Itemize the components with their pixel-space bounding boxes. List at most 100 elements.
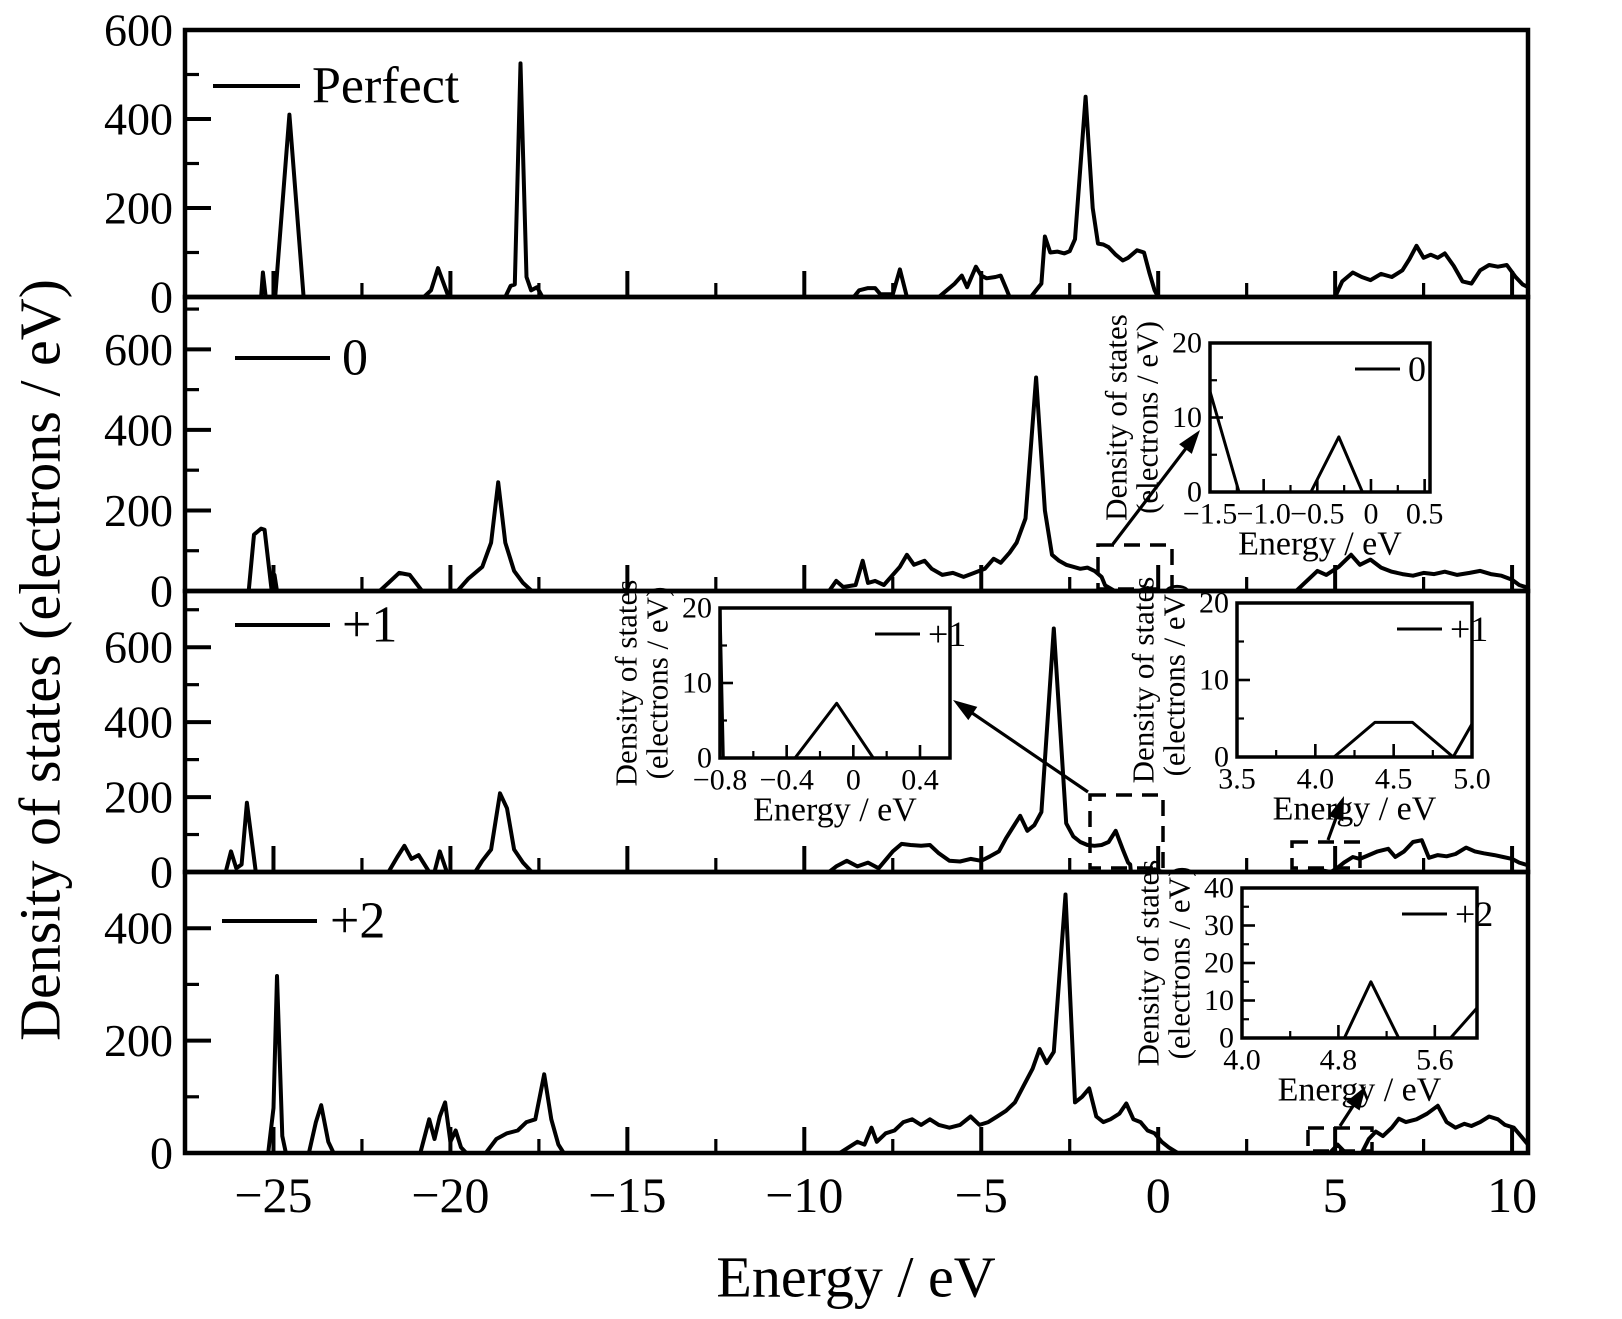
inset-x-tick-label: 4.8 [1320,1044,1358,1077]
inset-x-tick-label: 5.6 [1416,1044,1454,1077]
inset-frame [1208,341,1432,494]
legend-label: +2 [330,893,385,950]
inset-x-tick-label: −0.8 [693,764,747,797]
zoom-box-0 [1096,543,1174,591]
x-tick-label: −10 [765,1167,843,1223]
arrow-line [1111,440,1193,545]
inset-x-tick-label: 4.0 [1223,1044,1261,1077]
inset-x-tick-label: 0.4 [901,764,939,797]
inset-bg [1242,888,1477,1038]
inset-y-tick-label: 10 [682,667,712,700]
legend-label: 0 [342,330,368,387]
inset-x-tick-label: 4.0 [1297,763,1335,796]
arrow-p1-left [953,700,1089,794]
arrow-p1-right [1326,796,1344,841]
inset-x-tick-label: 0 [846,764,861,797]
y-tick-label: 600 [104,5,173,56]
y-tick-label: 200 [104,485,173,536]
y-tick-label: 400 [104,94,173,145]
inset-y-tick-label: 10 [1204,984,1234,1017]
y-tick-label: 200 [104,183,173,234]
y-tick-label: 0 [150,1128,173,1179]
dos-curve-q2 [185,892,1528,1153]
dos-curve-perfect [185,61,1528,297]
inset-bg [1210,343,1430,492]
arrow-0 [1111,430,1200,545]
inset-p1-right: 3.5 4.0 4.5 5.0 0 10 20 +1 Energy / eV Density of… [1126,577,1491,828]
inset-y-tick-label: 20 [682,592,712,625]
arrow-head [953,700,978,721]
zoom-box-p1-right [1290,840,1362,870]
inset-curve [720,608,950,758]
inset-y-axis-label: (electrons / eV) [640,587,675,780]
inset-y-axis-label: (electrons / eV) [1162,867,1197,1060]
inset-x-tick-label: 4.5 [1375,763,1413,796]
inset-y-axis-label: Density of states [1131,860,1166,1067]
arrow-head [1179,430,1200,454]
inset-y-tick-label: 0 [1214,741,1229,774]
panel-perfect: 0 200 400 600 Perfect [104,5,1531,323]
inset-curve [1237,720,1472,757]
dos-curve-q1 [185,626,1528,872]
y-tick-label: 0 [150,272,173,323]
y-tick-label: 0 [150,847,173,898]
y-tick-label: 400 [104,903,173,954]
arrow-head [1346,1086,1366,1111]
inset-y-tick-label: 0 [1219,1022,1234,1055]
legend-label: +1 [342,597,397,654]
inset-y-axis-label: Density of states [609,580,644,787]
inset-y-tick-label: 30 [1204,909,1234,942]
y-tick-label: 0 [150,566,173,617]
inset-y-axis-label: Density of states [1099,314,1134,521]
x-tick-label: −15 [588,1167,666,1223]
inset-y-tick-label: 10 [1172,401,1202,434]
inset-y-tick-label: 10 [1199,664,1229,697]
inset-frame [718,606,952,760]
inset-x-tick-label: −0.4 [759,764,813,797]
inset-y-tick-label: 40 [1204,872,1234,905]
inset-legend-label: +1 [1450,609,1488,649]
zoom-box-p1-left [1088,793,1165,870]
inset-x-tick-label: 3.5 [1218,763,1256,796]
y-axis-label: Density of states (electrons / eV) [7,279,73,1041]
inset-frame [1240,886,1479,1040]
inset-y-tick-label: 20 [1204,947,1234,980]
inset-curve [1242,980,1477,1038]
x-tick-label: 5 [1323,1167,1348,1223]
inset-y-tick-label: 20 [1172,327,1202,360]
y-tick-label: 200 [104,1015,173,1066]
x-tick-label: −25 [234,1167,312,1223]
arrow-head [1328,796,1344,822]
inset-x-axis-label: Energy / eV [753,792,917,829]
x-tick-label: 0 [1146,1167,1171,1223]
inset-y-tick-label: 0 [697,742,712,775]
y-tick-label: 600 [104,622,173,673]
inset-x-tick-label: 5.0 [1453,763,1491,796]
inset-x-tick-label: 0 [1363,498,1378,531]
y-tick-label: 400 [104,697,173,748]
inset-x-tick-label: −0.5 [1290,498,1344,531]
panel-frame [182,869,1531,1156]
inset-bg [720,608,950,758]
x-tick-label: −5 [955,1167,1008,1223]
y-tick-label: 600 [104,324,173,375]
inset-legend-label: +1 [928,614,966,654]
zoom-box-p2 [1306,1126,1374,1153]
inset-curve [1210,390,1430,492]
legend-label: Perfect [312,58,460,115]
inset-bg [1237,603,1472,757]
inset-y-axis-label: (electrons / eV) [1157,584,1192,777]
inset-x-axis-label: Energy / eV [1238,526,1402,563]
x-tick-label: 10 [1487,1167,1537,1223]
inset-p1-left: −0.8 −0.4 0 0.4 0 10 20 +1 Energy / eV Density of… [609,580,967,829]
arrow-p2 [1338,1086,1366,1127]
inset-legend-label: +2 [1455,894,1493,934]
x-tick-label: −20 [411,1167,489,1223]
y-tick-label: 200 [104,772,173,823]
inset-frame [1235,601,1474,759]
